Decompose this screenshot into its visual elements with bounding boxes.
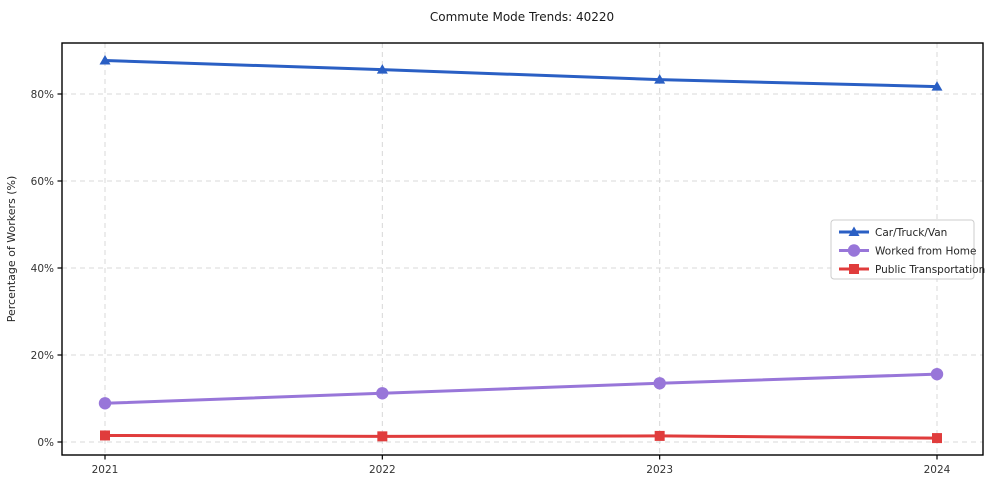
square-marker bbox=[849, 264, 859, 274]
x-tick-label: 2022 bbox=[369, 464, 396, 476]
square-marker bbox=[100, 430, 110, 441]
series-car-truck-van bbox=[99, 55, 943, 91]
circle-marker bbox=[98, 397, 112, 410]
circle-marker bbox=[376, 387, 389, 400]
x-tick-label: 2024 bbox=[924, 464, 951, 476]
series-worked-from-home bbox=[98, 367, 944, 410]
legend-entry: Public Transportation bbox=[839, 264, 985, 276]
legend: Car/Truck/Van Worked from Home Public Tran… bbox=[830, 219, 985, 280]
circle-marker bbox=[653, 377, 666, 390]
triangle-marker bbox=[931, 81, 943, 91]
y-tick-label: 0% bbox=[37, 437, 54, 449]
chart-title: Commute Mode Trends: 40220 bbox=[430, 10, 614, 24]
grid-layer bbox=[62, 43, 983, 455]
circle-marker bbox=[847, 244, 861, 257]
series-public-transportation bbox=[100, 430, 942, 444]
x-tick-label: 2023 bbox=[646, 464, 673, 476]
x-tick-label: 2021 bbox=[92, 464, 119, 476]
series-line bbox=[103, 433, 939, 440]
axes-layer: 0% 20% 40% 60% 80% 2021 2022 2023 2024 bbox=[31, 42, 984, 476]
y-tick-label: 60% bbox=[31, 176, 54, 188]
triangle-marker bbox=[848, 226, 860, 236]
legend-entry: Car/Truck/Van bbox=[839, 226, 947, 239]
legend-label: Worked from Home bbox=[875, 245, 976, 257]
square-marker bbox=[654, 430, 665, 441]
series-line bbox=[103, 372, 939, 405]
y-axis-label: Percentage of Workers (%) bbox=[5, 176, 18, 323]
circle-marker bbox=[930, 367, 944, 381]
triangle-marker bbox=[99, 55, 111, 65]
series-line bbox=[103, 59, 939, 89]
y-tick-label: 40% bbox=[31, 263, 54, 275]
plot-border bbox=[61, 42, 984, 456]
y-tick-label: 80% bbox=[31, 89, 54, 101]
legend-entry: Worked from Home bbox=[839, 244, 976, 257]
legend-label: Public Transportation bbox=[875, 264, 985, 276]
legend-label: Car/Truck/Van bbox=[875, 227, 947, 239]
triangle-marker bbox=[654, 74, 666, 84]
square-marker bbox=[932, 433, 942, 444]
square-marker bbox=[377, 431, 388, 442]
triangle-marker bbox=[376, 64, 388, 74]
series-layer bbox=[98, 55, 944, 444]
y-tick-label: 20% bbox=[31, 350, 54, 362]
legend-box bbox=[830, 219, 975, 280]
